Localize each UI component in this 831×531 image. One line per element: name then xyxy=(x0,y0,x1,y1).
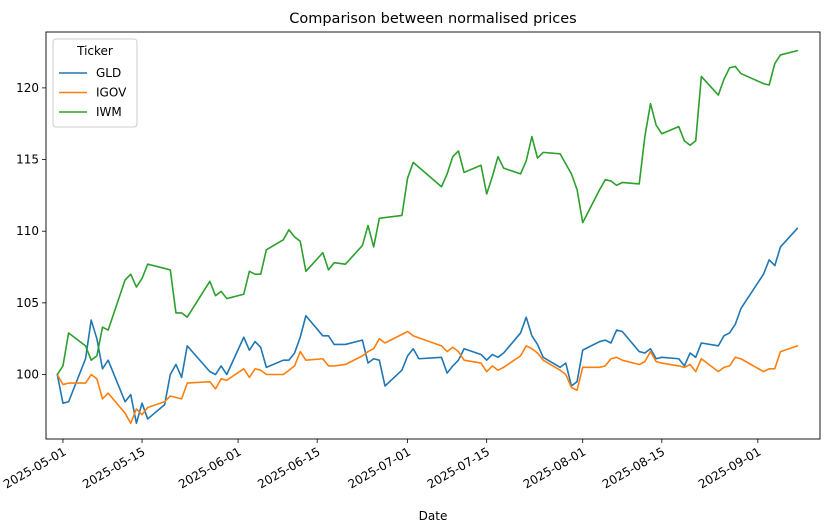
x-tick-label: 2025-08-15 xyxy=(600,444,667,491)
legend-label-gld: GLD xyxy=(96,66,121,80)
x-axis-label: Date xyxy=(419,509,448,523)
y-tick-label: 115 xyxy=(16,153,39,167)
series-lines xyxy=(56,49,799,425)
series-line-iwm xyxy=(56,49,799,376)
legend-box xyxy=(52,38,138,128)
x-tick-label: 2025-06-01 xyxy=(176,444,243,491)
x-tick-label: 2025-07-01 xyxy=(346,444,413,491)
legend-label-iwm: IWM xyxy=(96,105,122,119)
y-tick-label: 110 xyxy=(16,224,39,238)
legend-label-igov: IGOV xyxy=(96,86,127,100)
y-tick-label: 120 xyxy=(16,81,39,95)
x-axis: 2025-05-01 2025-05-15 2025-06-01 2025-06-15… xyxy=(1,439,763,491)
plot-area xyxy=(45,31,821,440)
x-tick-label: 2025-05-01 xyxy=(1,444,68,491)
x-tick-label: 2025-06-15 xyxy=(255,444,322,491)
x-tick-label: 2025-05-15 xyxy=(80,444,147,491)
y-tick-label: 100 xyxy=(16,368,39,382)
plot-frame xyxy=(45,31,821,440)
chart-title: Comparison between normalised prices xyxy=(289,11,577,27)
y-tick-label: 105 xyxy=(16,296,39,310)
series-line-igov xyxy=(56,330,799,425)
legend-title: Ticker xyxy=(76,44,113,58)
x-tick-label: 2025-07-15 xyxy=(425,444,492,491)
x-tick-label: 2025-09-01 xyxy=(696,444,763,491)
series-line-gld xyxy=(56,227,799,425)
y-axis: 100 105 110 115 120 xyxy=(16,81,46,382)
legend: Ticker GLD IGOV IWM xyxy=(52,38,138,128)
x-tick-label: 2025-08-01 xyxy=(521,444,588,491)
